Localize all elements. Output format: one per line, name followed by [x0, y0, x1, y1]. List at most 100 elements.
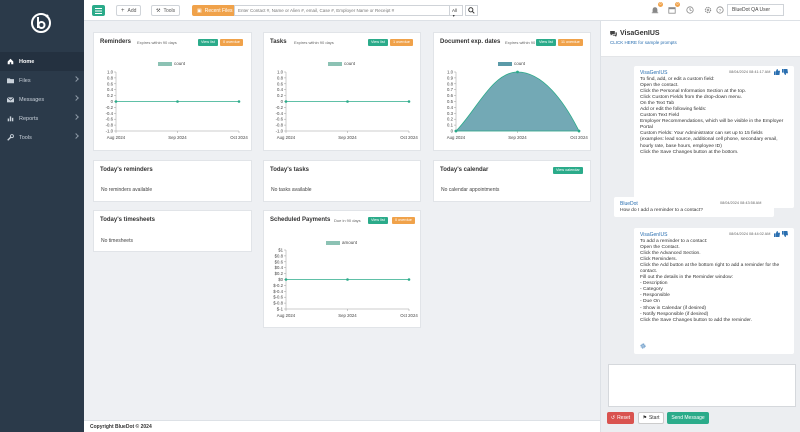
start-button[interactable]: ⚑ Start: [638, 412, 664, 424]
message-line: To add a reminder to a contact:: [640, 239, 708, 244]
chat-title-text: VisaGenIUS: [620, 30, 660, 37]
folder-icon: [6, 77, 14, 85]
wrench-icon: ⚒: [156, 7, 161, 14]
chat-message-input[interactable]: [608, 364, 796, 407]
empty-state-text: No tasks available: [271, 187, 312, 193]
user-menu[interactable]: BlueDot QA User: [727, 4, 784, 16]
overdue-button[interactable]: 0 overdue: [220, 39, 243, 46]
payments-chart: $1$0.8$0.6$0.4$0.2$0$-0.2$-0.4$-0.6$-0.8…: [273, 248, 418, 319]
thumbs-up-icon[interactable]: [774, 69, 780, 75]
search-scope-select[interactable]: All ▼: [449, 5, 463, 18]
y-tick-label: 0.3: [447, 111, 454, 116]
view-list-button[interactable]: View list: [536, 39, 556, 46]
bell-icon: [651, 7, 659, 14]
sidebar-item-files[interactable]: Files: [0, 71, 84, 90]
y-tick-label: $-1: [277, 307, 284, 312]
overdue-button[interactable]: 11 overdue: [558, 39, 583, 46]
view-list-button[interactable]: View list: [368, 217, 388, 224]
settings-button[interactable]: [703, 5, 713, 15]
x-tick-label: Aug 2024: [107, 135, 126, 140]
y-tick-label: -0.6: [106, 117, 114, 122]
bluedot-logo[interactable]: [30, 12, 52, 34]
y-tick-label: $0.6: [275, 259, 284, 264]
chevron-right-icon: [73, 114, 79, 120]
message-line: - Responsible: [640, 293, 670, 299]
hamburger-icon: [95, 7, 102, 14]
y-tick-label: 0.7: [447, 87, 454, 92]
y-tick-label: -0.6: [276, 117, 284, 122]
message-body: To add a reminder to a contact: Open the …: [640, 239, 779, 324]
sample-prompts-link[interactable]: CLICK HERE for sample prompts: [610, 40, 677, 45]
reset-label: Reset: [617, 415, 631, 421]
add-button[interactable]: + Add: [116, 5, 142, 16]
sidebar-item-reports[interactable]: Reports: [0, 109, 84, 128]
sidebar-item-tools[interactable]: Tools: [0, 128, 84, 147]
y-tick-label: -1.0: [106, 129, 114, 134]
message-line: Click the Advanced Section.: [640, 251, 701, 257]
view-list-button[interactable]: View list: [368, 39, 388, 46]
feedback-buttons: [774, 231, 788, 237]
x-tick-label: Sep 2024: [508, 135, 527, 140]
chat-title: VisaGenIUS: [610, 30, 660, 37]
calendar-button[interactable]: 0: [667, 2, 680, 15]
thumbs-down-icon[interactable]: [782, 69, 788, 75]
overdue-button[interactable]: 0 overdue: [392, 217, 415, 224]
notification-button[interactable]: 0: [650, 2, 663, 15]
card-title: Tasks: [270, 39, 287, 45]
help-button[interactable]: ?: [715, 5, 725, 15]
message-line: contact.: [640, 269, 658, 275]
chart-legend: count: [498, 61, 525, 66]
card-title: Reminders: [100, 39, 132, 45]
sidebar-item-messages[interactable]: Messages: [0, 90, 84, 109]
tasks-chart: 1.00.80.60.40.20-0.2-0.4-0.6-0.8-1.0Aug …: [276, 70, 419, 141]
send-message-button[interactable]: Send Message: [667, 412, 709, 424]
thumbs-down-icon[interactable]: [782, 231, 788, 237]
view-list-button[interactable]: View list: [198, 39, 218, 46]
message-line: Click Reminders.: [640, 257, 677, 263]
message-line: Click the Add button at the bottom right…: [640, 263, 780, 269]
card-title: Today's reminders: [100, 167, 153, 173]
plus-icon: +: [121, 7, 125, 14]
message-line: - Description: [640, 281, 668, 287]
data-point: [114, 100, 118, 103]
tasks-card: Tasks Expires within 90 days View list 1…: [263, 32, 421, 151]
message-line: Click the Personal Information Section a…: [640, 89, 747, 95]
caret-down-icon: ▼: [452, 14, 456, 18]
copyright-text: Copyright BlueDot © 2024: [90, 424, 152, 430]
message-line: Add or edit the following fields:: [640, 107, 707, 113]
reset-button[interactable]: ↺ Reset: [607, 412, 634, 424]
search-scope-value: All: [452, 8, 458, 13]
view-calendar-button[interactable]: View calendar: [553, 167, 583, 174]
tools-button[interactable]: ⚒ Tools: [151, 5, 181, 16]
menu-toggle-button[interactable]: [92, 5, 105, 16]
today-reminders-card: Today's reminders No reminders available: [93, 160, 252, 202]
message-line: Click the Save Changes button to add the…: [640, 317, 753, 323]
x-tick-label: Oct 2024: [400, 135, 418, 140]
sidebar: Home Files Messages Reports Tools: [0, 0, 84, 432]
message-line: (examples: lead source, additional cell …: [640, 137, 778, 143]
message-line: Portal: [640, 125, 653, 131]
y-tick-label: 0: [281, 99, 284, 104]
data-point: [237, 100, 241, 103]
message-line: hourly rate, base hours, employee ID): [640, 143, 722, 149]
data-point: [407, 278, 411, 281]
y-tick-label: -0.4: [106, 111, 114, 116]
flag-icon: ⚑: [642, 415, 647, 421]
y-tick-label: $-0.2: [273, 283, 283, 288]
sidebar-item-home[interactable]: Home: [0, 52, 84, 71]
overdue-button[interactable]: 1 overdue: [390, 39, 413, 46]
y-tick-label: 0.8: [107, 75, 114, 80]
y-tick-label: $-0.6: [273, 295, 283, 300]
search-button[interactable]: [465, 5, 478, 16]
chart-icon: [6, 115, 14, 123]
gear-icon[interactable]: [640, 343, 646, 349]
svg-text:?: ?: [719, 8, 722, 14]
timer-button[interactable]: [685, 5, 695, 15]
message-line: How do I add a reminder to a contact?: [620, 208, 703, 213]
legend-label: count: [514, 61, 526, 66]
start-label: Start: [648, 415, 660, 421]
recent-files-button[interactable]: ▣ Recent Files: [192, 5, 238, 16]
y-tick-label: 0: [111, 99, 114, 104]
thumbs-up-icon[interactable]: [774, 231, 780, 237]
search-input[interactable]: Enter Contact #, Name or Alien #, email,…: [234, 5, 463, 16]
